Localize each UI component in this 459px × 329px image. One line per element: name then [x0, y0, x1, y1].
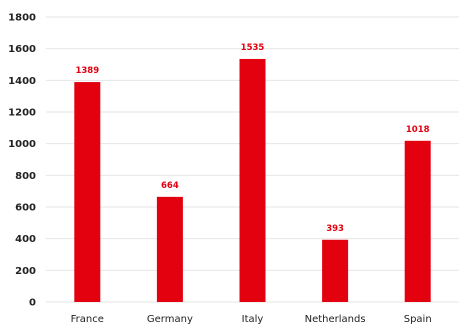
- data-label: 393: [326, 224, 344, 234]
- y-tick-label: 1000: [8, 139, 36, 150]
- x-tick-label: Spain: [404, 314, 432, 324]
- data-labels: 1389 664 1535 393 1018: [75, 43, 429, 234]
- bar: [74, 82, 101, 302]
- bar: [239, 58, 266, 303]
- data-label: 1018: [406, 125, 430, 135]
- bar: [156, 196, 183, 302]
- y-tick-label: 800: [15, 171, 36, 182]
- x-tick-label: France: [71, 314, 104, 324]
- data-label: 664: [161, 181, 179, 191]
- bars: [74, 58, 431, 303]
- y-tick-label: 0: [29, 298, 36, 309]
- y-tick-label: 1200: [8, 108, 36, 119]
- data-label: 1535: [241, 43, 265, 53]
- x-axis: France Germany Italy Netherlands Spain: [71, 314, 432, 325]
- y-tick-label: 200: [15, 266, 36, 277]
- y-tick-label: 400: [15, 234, 36, 245]
- y-tick-label: 1800: [8, 13, 36, 24]
- data-label: 1389: [75, 66, 99, 76]
- x-tick-label: Netherlands: [305, 314, 366, 324]
- y-tick-label: 600: [15, 203, 36, 214]
- y-tick-label: 1600: [8, 44, 36, 55]
- y-axis: 0 200 400 600 800 1000 1200 1400 1600 1800: [8, 13, 36, 309]
- x-tick-label: Germany: [147, 314, 193, 324]
- x-tick-label: Italy: [242, 314, 264, 324]
- y-tick-label: 1400: [8, 76, 36, 87]
- bar: [322, 239, 349, 302]
- bar: [404, 140, 431, 302]
